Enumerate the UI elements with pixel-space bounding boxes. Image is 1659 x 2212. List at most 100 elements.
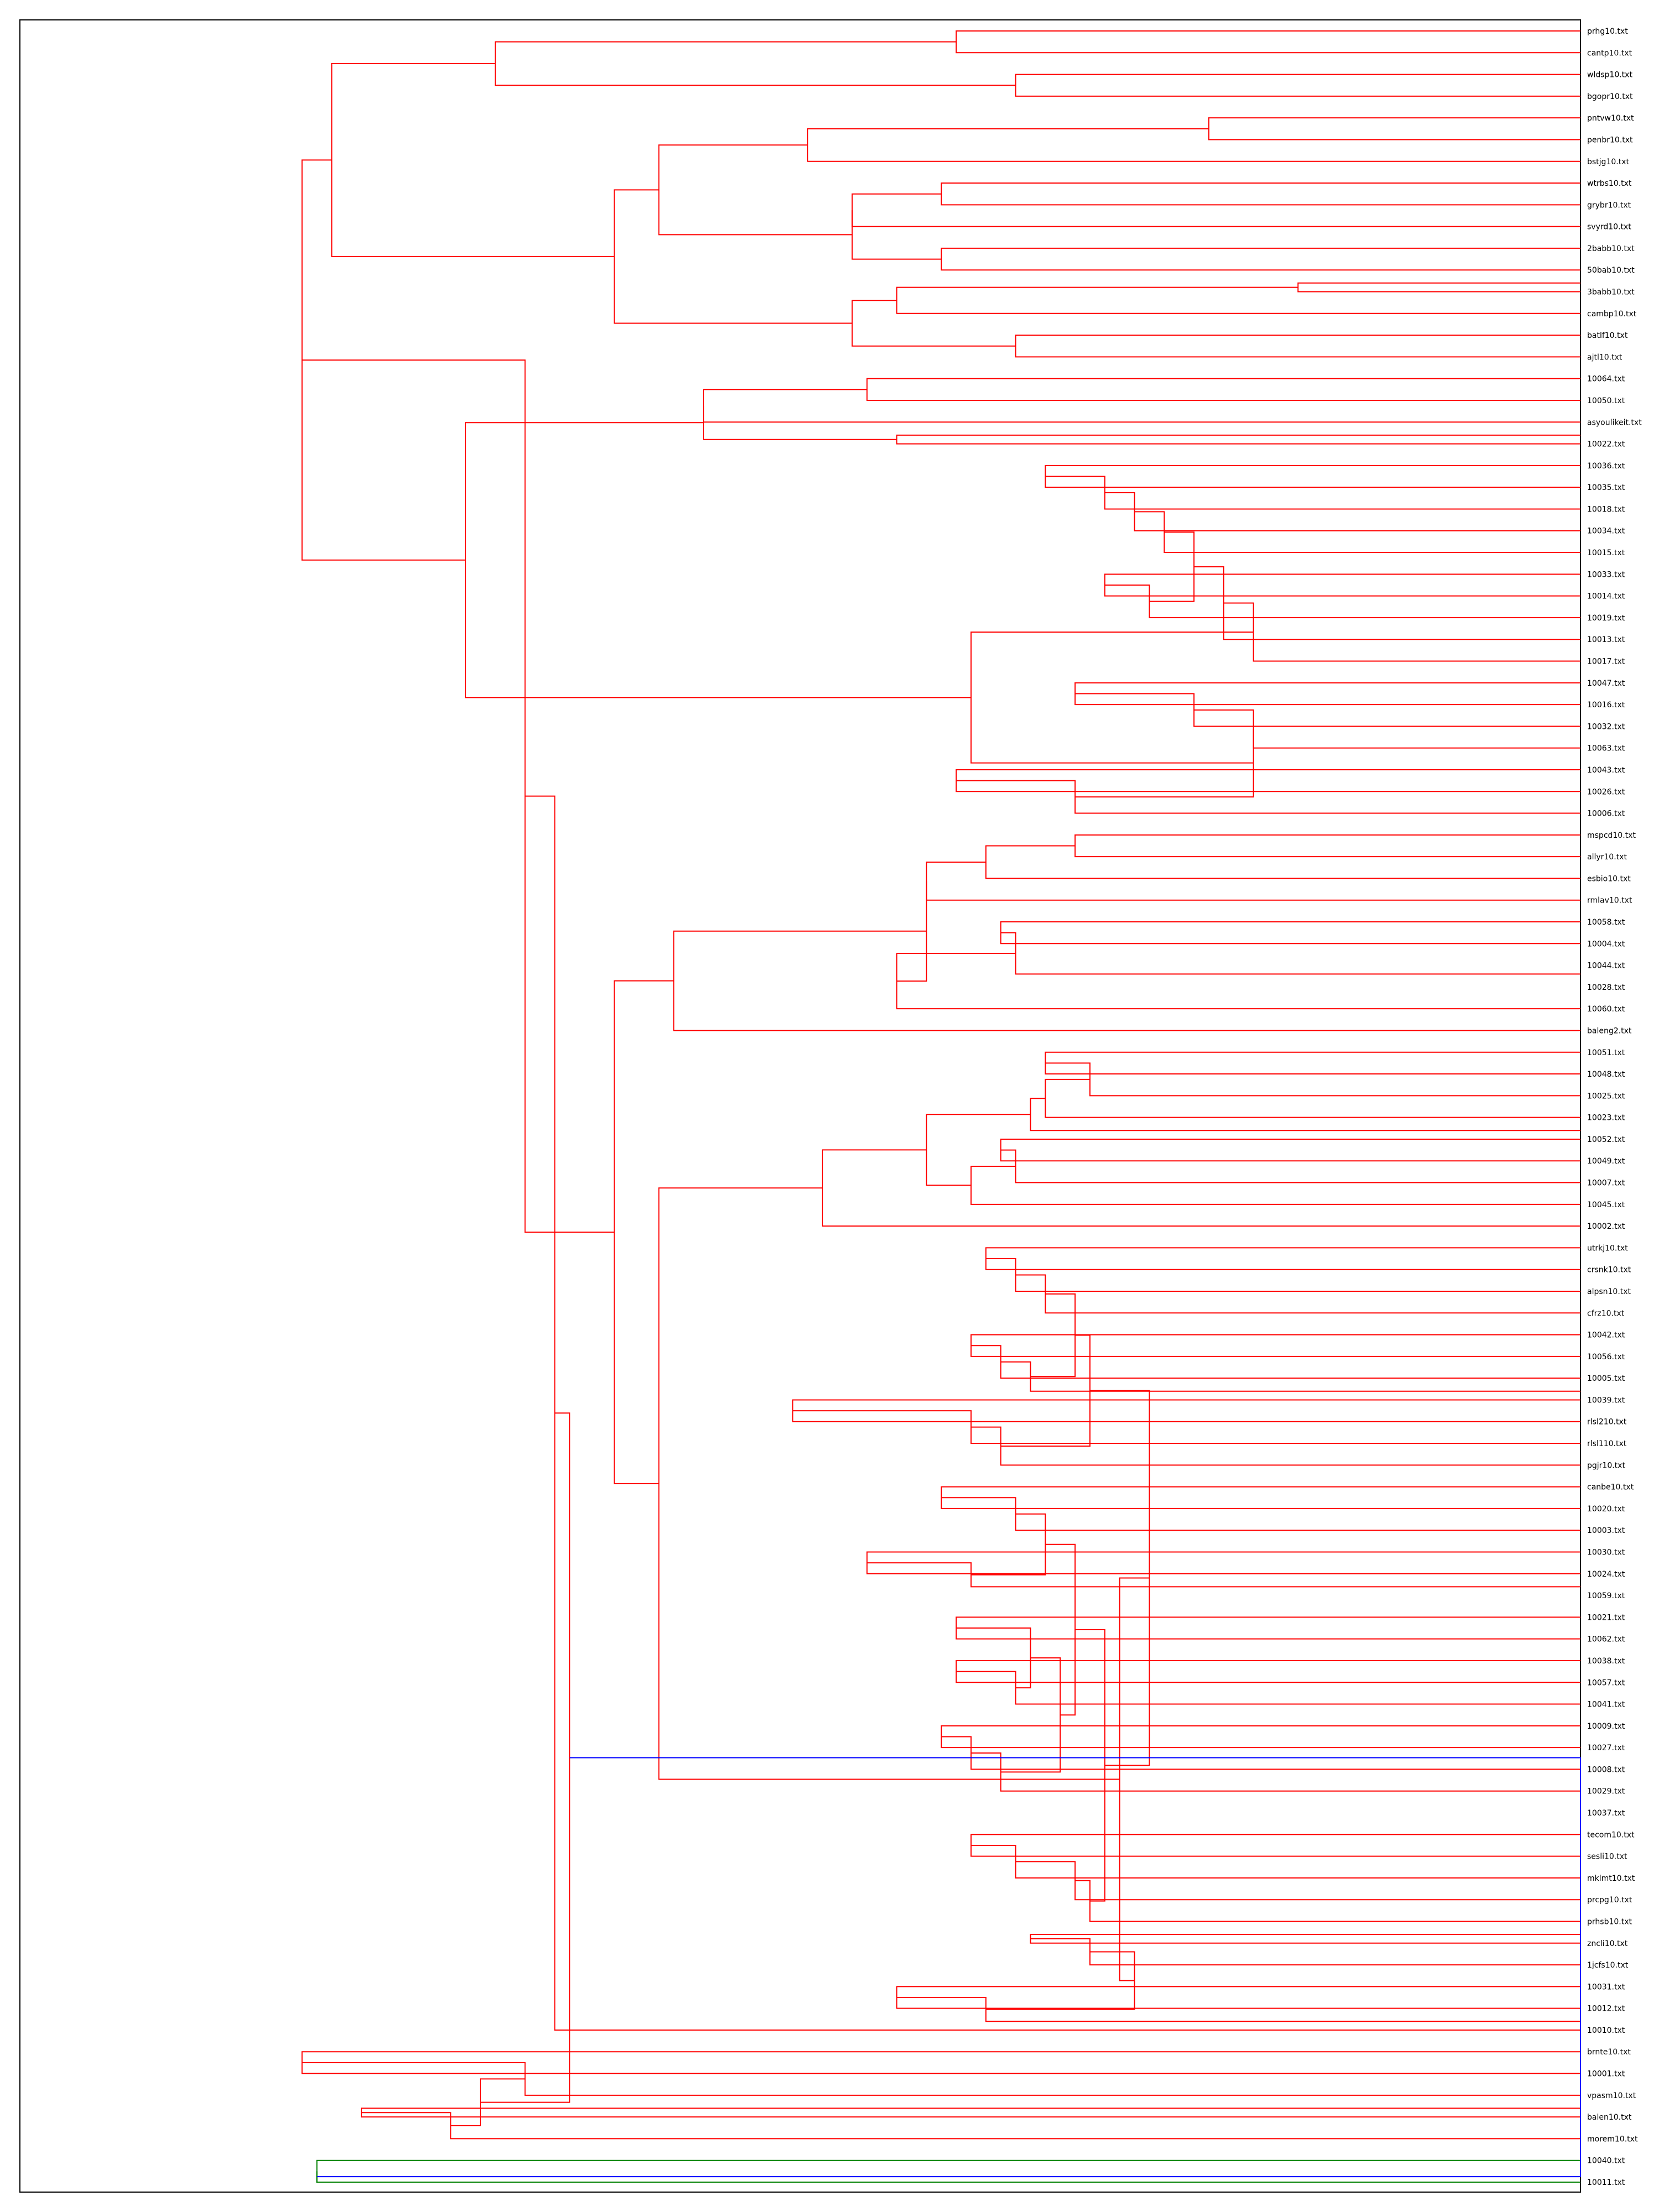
leaf-label: 10060.txt [1587, 1005, 1625, 1014]
dendrogram-link [941, 1486, 1580, 1509]
dendrogram-link [896, 1986, 1580, 2009]
dendrogram-link [851, 300, 1016, 347]
leaf-label: 10059.txt [1587, 1592, 1625, 1600]
leaf-label: 10045.txt [1587, 1201, 1625, 1209]
dendrogram-link [1015, 1861, 1580, 1901]
dendrogram-link [1208, 117, 1580, 140]
leaf-label: 10007.txt [1587, 1179, 1625, 1188]
leaf-label: 10056.txt [1587, 1353, 1625, 1361]
leaf-label: cambp10.txt [1587, 310, 1637, 319]
leaf-label: 10018.txt [1587, 505, 1625, 514]
dendrogram-link [658, 144, 852, 236]
dendrogram-link [1194, 709, 1580, 749]
leaf-label: wldsp10.txt [1587, 71, 1632, 80]
leaf-label: mklmt10.txt [1587, 1874, 1635, 1883]
dendrogram-link [941, 1736, 1580, 1770]
leaf-label: sesli10.txt [1587, 1853, 1627, 1861]
dendrogram-link [896, 952, 1580, 1010]
dendrogram-link [807, 128, 1580, 162]
leaf-label: vpasm10.txt [1587, 2091, 1636, 2100]
leaf-label: 10023.txt [1587, 1114, 1625, 1123]
leaf-label: rlsl210.txt [1587, 1418, 1627, 1427]
leaf-label: 10040.txt [1587, 2157, 1625, 2166]
dendrogram-link [613, 980, 674, 1484]
leaf-label: 10031.txt [1587, 1983, 1625, 1991]
leaf-label: 10011.txt [1587, 2178, 1625, 2187]
dendrogram-link [851, 210, 942, 260]
dendrogram-link [1000, 921, 1580, 945]
dendrogram-link [792, 1410, 1580, 1444]
leaf-label: wtrbs10.txt [1587, 179, 1632, 188]
leaf-label: 10013.txt [1587, 635, 1625, 644]
leaf-label: 10009.txt [1587, 1722, 1625, 1731]
leaf-label: 10028.txt [1587, 983, 1625, 992]
leaf-label: 10064.txt [1587, 375, 1625, 384]
dendrogram-link [1000, 1138, 1580, 1162]
leaf-label: svyrd10.txt [1587, 223, 1631, 232]
leaf-label: 10025.txt [1587, 1092, 1625, 1100]
dendrogram-link [956, 1660, 1580, 1683]
dendrogram-link [1297, 282, 1580, 293]
leaf-label: 10041.txt [1587, 1700, 1625, 1709]
leaf-label: 10063.txt [1587, 744, 1625, 753]
leaf-label: ajtl10.txt [1587, 353, 1623, 362]
dendrogram-link [956, 780, 1580, 814]
dendrogram-link [985, 1247, 1580, 1270]
leaf-label: 10017.txt [1587, 657, 1625, 666]
dendrogram-link [970, 1334, 1580, 1357]
leaf-label: 2babb10.txt [1587, 244, 1635, 253]
dendrogram-link [703, 389, 1580, 423]
dendrogram-link [1045, 1062, 1580, 1097]
leaf-label: 10038.txt [1587, 1657, 1625, 1666]
leaf-label: 10039.txt [1587, 1396, 1625, 1405]
leaf-label: tecom10.txt [1587, 1830, 1635, 1839]
dendrogram-link [1075, 1880, 1580, 1922]
leaf-label: balen10.txt [1587, 2113, 1632, 2122]
dendrogram-link [1075, 693, 1580, 727]
dendrogram-link [1074, 834, 1580, 858]
leaf-label: 10057.txt [1587, 1678, 1625, 1687]
leaf-label: 10019.txt [1587, 614, 1625, 623]
dendrogram-link [525, 795, 1580, 2031]
dendrogram-link [956, 1627, 1031, 1689]
dendrogram-link [941, 1725, 1580, 1749]
leaf-label: grybr10.txt [1587, 201, 1631, 210]
dendrogram-link [956, 30, 1580, 54]
dendrogram-link [361, 2107, 1580, 2118]
dendrogram-link [866, 1551, 1580, 1574]
dendrogram-link [941, 247, 1580, 271]
dendrogram-link [971, 1345, 1580, 1379]
dendrogram-link [1134, 511, 1580, 554]
leaf-label: canbe10.txt [1587, 1483, 1634, 1492]
dendrogram-links [301, 30, 1581, 2183]
dendrogram-link [658, 1187, 1120, 1780]
dendrogram-link [970, 632, 1254, 764]
dendrogram-link [926, 861, 1580, 901]
leaf-label: 50bab10.txt [1587, 266, 1635, 275]
leaf-label: prhsb10.txt [1587, 1917, 1632, 1926]
leaf-label: 10029.txt [1587, 1787, 1625, 1796]
leaf-label: 10002.txt [1587, 1222, 1625, 1231]
dendrogram-link [673, 930, 1580, 1031]
dendrogram-link [317, 1757, 1581, 2178]
dendrogram-link [1104, 573, 1580, 597]
leaf-label: 10036.txt [1587, 462, 1625, 471]
leaf-label: cfrz10.txt [1587, 1309, 1625, 1318]
leaf-label: 10058.txt [1587, 918, 1625, 927]
leaf-label: 10050.txt [1587, 397, 1625, 405]
dendrogram-link [956, 1616, 1580, 1640]
dendrogram-link [1000, 1149, 1580, 1183]
dendrogram-link [896, 434, 1580, 445]
leaf-label: bstjg10.txt [1587, 158, 1629, 166]
leaf-label: 10006.txt [1587, 810, 1625, 818]
dendrogram-link [985, 1258, 1580, 1292]
dendrogram-link [494, 41, 1016, 86]
leaf-label: 10022.txt [1587, 440, 1625, 449]
leaf-label: batlf10.txt [1587, 331, 1628, 340]
leaf-label: 10020.txt [1587, 1505, 1625, 1514]
leaf-label: 10037.txt [1587, 1809, 1625, 1818]
leaf-label: 10012.txt [1587, 2005, 1625, 2013]
leaf-label: prcpg10.txt [1587, 1896, 1632, 1905]
leaf-label: 10052.txt [1587, 1135, 1625, 1144]
